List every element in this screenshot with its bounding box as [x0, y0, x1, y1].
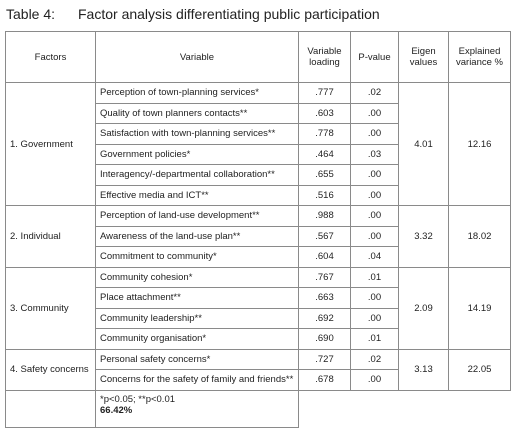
variable-cell: Interagency/-departmental collaboration*… — [95, 164, 299, 186]
variable-cell: Personal safety concerns* — [95, 348, 299, 370]
variable-cell: Commitment to community* — [95, 246, 299, 268]
variable-cell: Concerns for the safety of family and fr… — [95, 369, 299, 391]
loading-cell: .692 — [298, 307, 351, 329]
data-row: Place attachment** .663.00 — [6, 287, 511, 309]
loading-cell: .690 — [298, 328, 351, 350]
data-row: Awareness of the land-use plan** .567.00 — [6, 225, 511, 247]
header-row: Factors Variable Variable loading P-value Ei… — [5, 31, 511, 83]
header-cell: Eigen values — [398, 31, 449, 83]
loading-cell: .727 — [298, 348, 351, 370]
footnote: *p<0.05; **p<0.01 — [100, 393, 176, 405]
p-value-cell: .00 — [350, 164, 399, 186]
p-value-cell: .00 — [350, 184, 399, 206]
p-value-cell: .01 — [350, 328, 399, 350]
factor-cell: 1. Government — [5, 82, 96, 206]
p-value-cell: .00 — [350, 123, 399, 145]
data-row: Government policies* .464.03 — [6, 143, 511, 165]
variable-cell: Awareness of the land-use plan** — [95, 225, 299, 247]
p-value-cell: .03 — [350, 143, 399, 165]
loading-cell: .777 — [298, 82, 351, 104]
variable-cell: Community cohesion* — [95, 266, 299, 288]
data-row: Community organisation* .690.01 — [6, 328, 511, 350]
header-cell: Variable — [95, 31, 299, 83]
loading-cell: .988 — [298, 205, 351, 227]
footer-empty — [5, 389, 96, 428]
header-cell: Explained variance % — [448, 31, 511, 83]
variance-cell: 18.02 — [448, 205, 511, 268]
data-row: Quality of town planners contacts** .603.… — [6, 102, 511, 124]
footer-row: *p<0.05; **p<0.01 66.42% — [5, 389, 511, 428]
p-value-cell: .02 — [350, 348, 399, 370]
variable-cell: Government policies* — [95, 143, 299, 165]
factor-table: Factors Variable Variable loading P-value Ei… — [5, 31, 511, 428]
loading-cell: .778 — [298, 123, 351, 145]
data-row: 3. Community Community cohesion* .767.01 2.… — [5, 266, 511, 350]
p-value-cell: .01 — [350, 266, 399, 288]
variance-cell: 12.16 — [448, 82, 511, 206]
loading-cell: .604 — [298, 246, 351, 268]
data-row: Interagency/-departmental collaboration*… — [6, 164, 511, 186]
factor-cell: 4. Safety concerns — [5, 348, 96, 391]
loading-cell: .655 — [298, 164, 351, 186]
data-row: Concerns for the safety of family and fr… — [6, 369, 511, 391]
data-row: Satisfaction with town-planning services… — [6, 123, 511, 145]
p-value-cell: .00 — [350, 369, 399, 391]
factor-cell: 2. Individual — [5, 205, 96, 268]
variable-cell: Effective media and ICT** — [95, 184, 299, 206]
p-value-cell: .00 — [350, 225, 399, 247]
eigen-cell: 2.09 — [398, 266, 449, 350]
total-variance: 66.42% — [100, 404, 133, 416]
p-value-cell: .00 — [350, 287, 399, 309]
header-cell: Factors — [5, 31, 96, 83]
variable-cell: Perception of town-planning services* — [95, 82, 299, 104]
table-title-text: Factor analysis differentiating public p… — [78, 6, 380, 22]
variance-cell: 14.19 — [448, 266, 511, 350]
eigen-cell: 3.32 — [398, 205, 449, 268]
data-row: 4. Safety concerns Personal safety concer… — [5, 348, 511, 391]
data-row: 1. Government Perception of town-planning… — [5, 82, 511, 206]
loading-cell: .663 — [298, 287, 351, 309]
p-value-cell: .00 — [350, 102, 399, 124]
p-value-cell: .04 — [350, 246, 399, 268]
table-title: Table 4: Factor analysis differentiating … — [6, 6, 380, 22]
p-value-cell: .02 — [350, 82, 399, 104]
data-row: 2. Individual Perception of land-use deve… — [5, 205, 511, 268]
loading-cell: .603 — [298, 102, 351, 124]
loading-cell: .767 — [298, 266, 351, 288]
loading-cell: .464 — [298, 143, 351, 165]
loading-cell: .567 — [298, 225, 351, 247]
factor-cell: 3. Community — [5, 266, 96, 350]
eigen-cell: 4.01 — [398, 82, 449, 206]
footer-cell: *p<0.05; **p<0.01 66.42% — [95, 389, 299, 428]
variable-cell: Community organisation* — [95, 328, 299, 350]
variable-cell: Satisfaction with town-planning services… — [95, 123, 299, 145]
table-label: Table 4: — [6, 6, 56, 22]
variance-cell: 22.05 — [448, 348, 511, 391]
eigen-cell: 3.13 — [398, 348, 449, 391]
footer-empty — [298, 389, 511, 427]
loading-cell: .678 — [298, 369, 351, 391]
p-value-cell: .00 — [350, 205, 399, 227]
variable-cell: Place attachment** — [95, 287, 299, 309]
header-cell: Variable loading — [298, 31, 351, 83]
variable-cell: Perception of land-use development** — [95, 205, 299, 227]
header-cell: P-value — [350, 31, 399, 83]
variable-cell: Community leadership** — [95, 307, 299, 329]
data-row: Commitment to community* .604.04 — [6, 246, 511, 268]
loading-cell: .516 — [298, 184, 351, 206]
variable-cell: Quality of town planners contacts** — [95, 102, 299, 124]
p-value-cell: .00 — [350, 307, 399, 329]
